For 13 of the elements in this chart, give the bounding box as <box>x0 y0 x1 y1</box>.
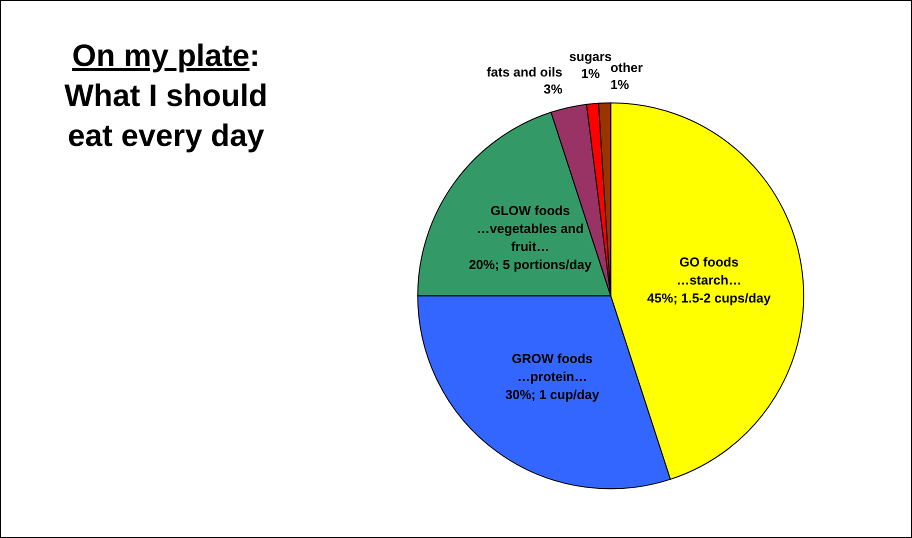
slice-label: sugars <box>569 48 612 64</box>
data-label: 45%; 1.5-2 cups/day <box>647 290 772 306</box>
slice-label: GLOW foods …vegetables and fruit… <box>476 202 584 254</box>
data-label: 20%; 5 portions/day <box>468 256 592 272</box>
data-label: 1% <box>610 76 630 92</box>
slice-label: other <box>610 60 643 75</box>
text: On my plate: What I should eat every day <box>63 37 269 155</box>
slice-label: GROW foods …protein… <box>512 350 593 384</box>
slice-label: GO foods …starch… <box>676 254 742 288</box>
data-label: 1% <box>581 66 600 81</box>
data-label: 30%; 1 cup/day <box>505 386 600 402</box>
slice-label: fats and oils <box>486 64 562 80</box>
data-label: 3% <box>544 82 563 97</box>
